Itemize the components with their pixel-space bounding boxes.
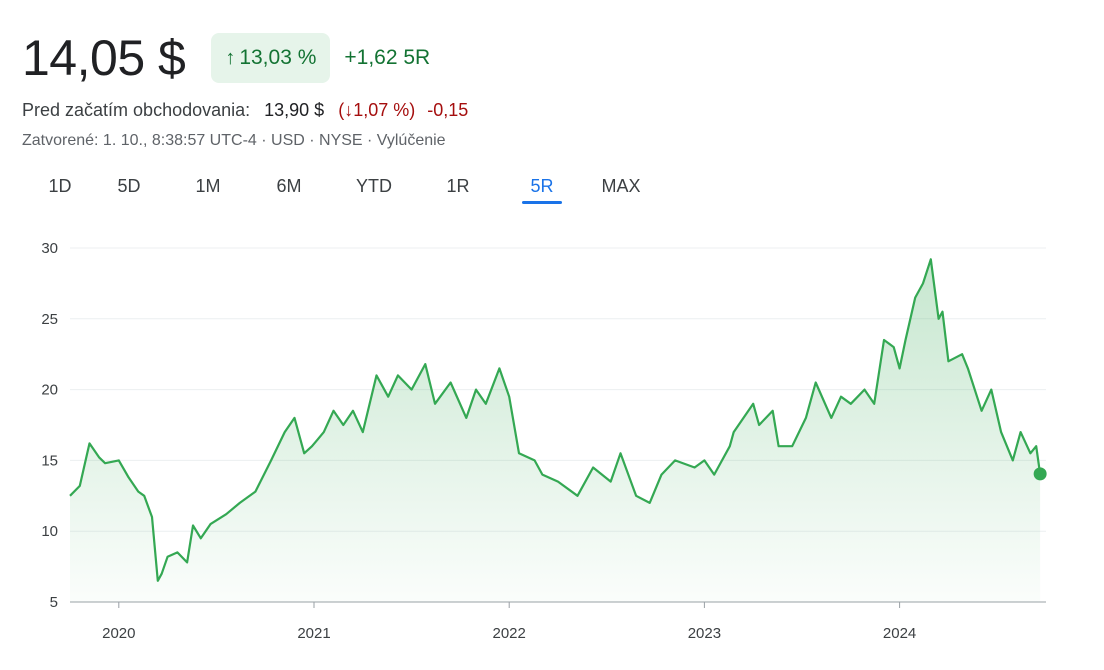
series-area <box>70 259 1041 602</box>
price-chart: 5 10 15 20 25 30 2020 2021 2022 2023 2024 <box>41 240 1047 642</box>
tab-5r[interactable]: 5R <box>522 170 562 204</box>
change-absolute: +1,62 5R <box>344 46 431 69</box>
tab-1m[interactable]: 1M <box>195 176 221 196</box>
current-price: 14,05 $ <box>22 30 186 86</box>
x-tick-label: 2023 <box>688 625 721 642</box>
arrow-up-icon: ↑ <box>225 46 236 69</box>
premarket-percent: (↓1,07 %) <box>338 99 416 120</box>
x-tick-label: 2021 <box>297 625 330 642</box>
tab-5d[interactable]: 5D <box>117 176 141 196</box>
y-tick-label: 25 <box>41 311 58 328</box>
change-percent: 13,03 % <box>239 46 317 69</box>
premarket-label: Pred začatím obchodovania: <box>22 99 251 120</box>
y-tick-label: 30 <box>41 240 58 257</box>
y-tick-label: 20 <box>41 382 58 399</box>
change-percent-badge: ↑ 13,03 % <box>211 33 331 83</box>
premarket-row: Pred začatím obchodovania: 13,90 $ (↓1,0… <box>22 97 468 123</box>
y-tick-label: 5 <box>50 594 58 611</box>
tab-6m[interactable]: 6M <box>276 176 302 196</box>
tab-max[interactable]: MAX <box>601 176 641 196</box>
y-tick-label: 15 <box>41 452 58 469</box>
premarket-price: 13,90 $ <box>264 99 325 120</box>
tab-ytd[interactable]: YTD <box>356 176 392 196</box>
last-price-point <box>1033 467 1047 481</box>
premarket-percent-value: 1,07 % <box>353 99 410 120</box>
arrow-down-icon: ↓ <box>344 99 354 120</box>
x-tick-label: 2022 <box>493 625 526 642</box>
range-tabs: 1D 5D 1M 6M YTD 1R 5R MAX <box>30 170 656 206</box>
x-tick-label: 2024 <box>883 625 916 642</box>
premarket-absolute: -0,15 <box>427 99 469 120</box>
series-line <box>69 258 1042 582</box>
x-tick-label: 2020 <box>102 625 135 642</box>
quote-header: 14,05 $ ↑ 13,03 % +1,62 5R <box>22 28 430 88</box>
tab-1d[interactable]: 1D <box>48 176 72 196</box>
market-status: Zatvorené: 1. 10., 8:38:57 UTC-4 · USD ·… <box>22 132 446 149</box>
y-tick-label: 10 <box>41 523 58 540</box>
tab-1r[interactable]: 1R <box>446 176 470 196</box>
